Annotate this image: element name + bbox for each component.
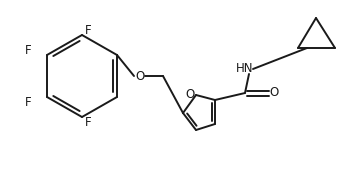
Text: HN: HN	[236, 63, 254, 75]
Text: F: F	[85, 24, 91, 36]
Text: O: O	[269, 86, 279, 100]
Text: F: F	[85, 116, 91, 128]
Text: O: O	[135, 70, 145, 82]
Text: F: F	[25, 96, 31, 108]
Text: F: F	[25, 44, 31, 56]
Text: O: O	[185, 89, 195, 101]
